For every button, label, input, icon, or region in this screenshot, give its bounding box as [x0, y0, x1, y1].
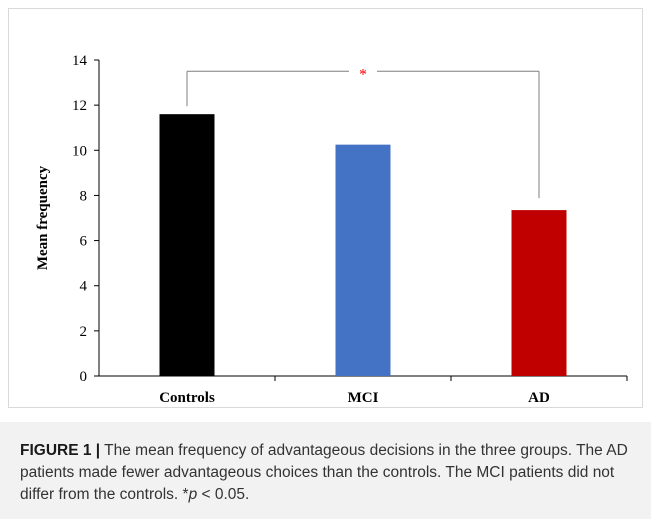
x-category-label: Controls [159, 390, 215, 406]
figure-label: FIGURE 1 [20, 442, 92, 459]
caption-panel: FIGURE 1 | The mean frequency of advanta… [0, 422, 651, 519]
bar-chart: 0 2 4 6 8 10 12 14 Controls MCI AD * Mean frequen… [35, 53, 628, 406]
y-axis-title: Mean frequency [35, 165, 51, 270]
y-tick-label: 14 [72, 53, 88, 69]
x-axis: Controls MCI AD [99, 375, 628, 406]
figure-caption: FIGURE 1 | The mean frequency of advanta… [20, 440, 632, 506]
y-tick-label: 4 [80, 279, 88, 295]
bars [159, 114, 567, 377]
y-tick-label: 12 [72, 98, 87, 114]
p-symbol: p [188, 486, 198, 503]
y-tick-label: 2 [80, 324, 88, 340]
y-tick-label: 10 [72, 143, 87, 159]
bar-ad [511, 210, 567, 376]
x-category-label: AD [528, 390, 550, 406]
x-category-label: MCI [348, 390, 379, 406]
bar-mci [335, 144, 391, 376]
y-tick-label: 6 [80, 234, 88, 250]
caption-text: The mean frequency of advantageous decis… [20, 442, 628, 503]
y-axis: 0 2 4 6 8 10 12 14 [72, 53, 100, 385]
y-tick-label: 0 [80, 369, 88, 385]
bar-controls [159, 114, 215, 377]
caption-text-end: < 0.05. [197, 486, 250, 503]
caption-separator: | [95, 442, 101, 459]
significance-marker: * [359, 66, 367, 83]
significance-bracket: * [186, 66, 540, 199]
y-tick-label: 8 [80, 188, 88, 204]
chart-panel: 0 2 4 6 8 10 12 14 Controls MCI AD * Mean frequen… [8, 8, 643, 408]
